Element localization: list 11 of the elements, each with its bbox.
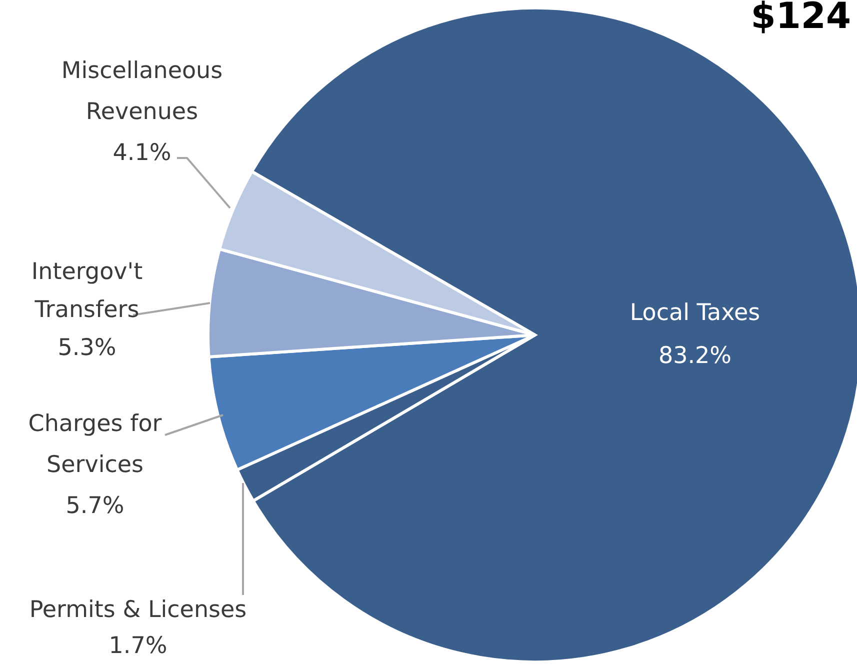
data-label: 4.1% — [112, 140, 172, 166]
data-label: 1.7% — [108, 633, 168, 659]
data-label: 5.7% — [66, 493, 124, 519]
data-label: 83.2% — [658, 343, 732, 369]
data-label: 5.3% — [58, 335, 116, 361]
slice-label: Charges for Services — [28, 411, 162, 478]
slice-label: Miscellaneous Revenues — [61, 58, 223, 125]
chart-title: $124 — [750, 0, 851, 37]
slice-label: Local Taxes — [630, 300, 760, 326]
slice-label: Permits & Licenses — [29, 597, 247, 623]
slice-label: Intergov't Transfers — [31, 259, 143, 323]
